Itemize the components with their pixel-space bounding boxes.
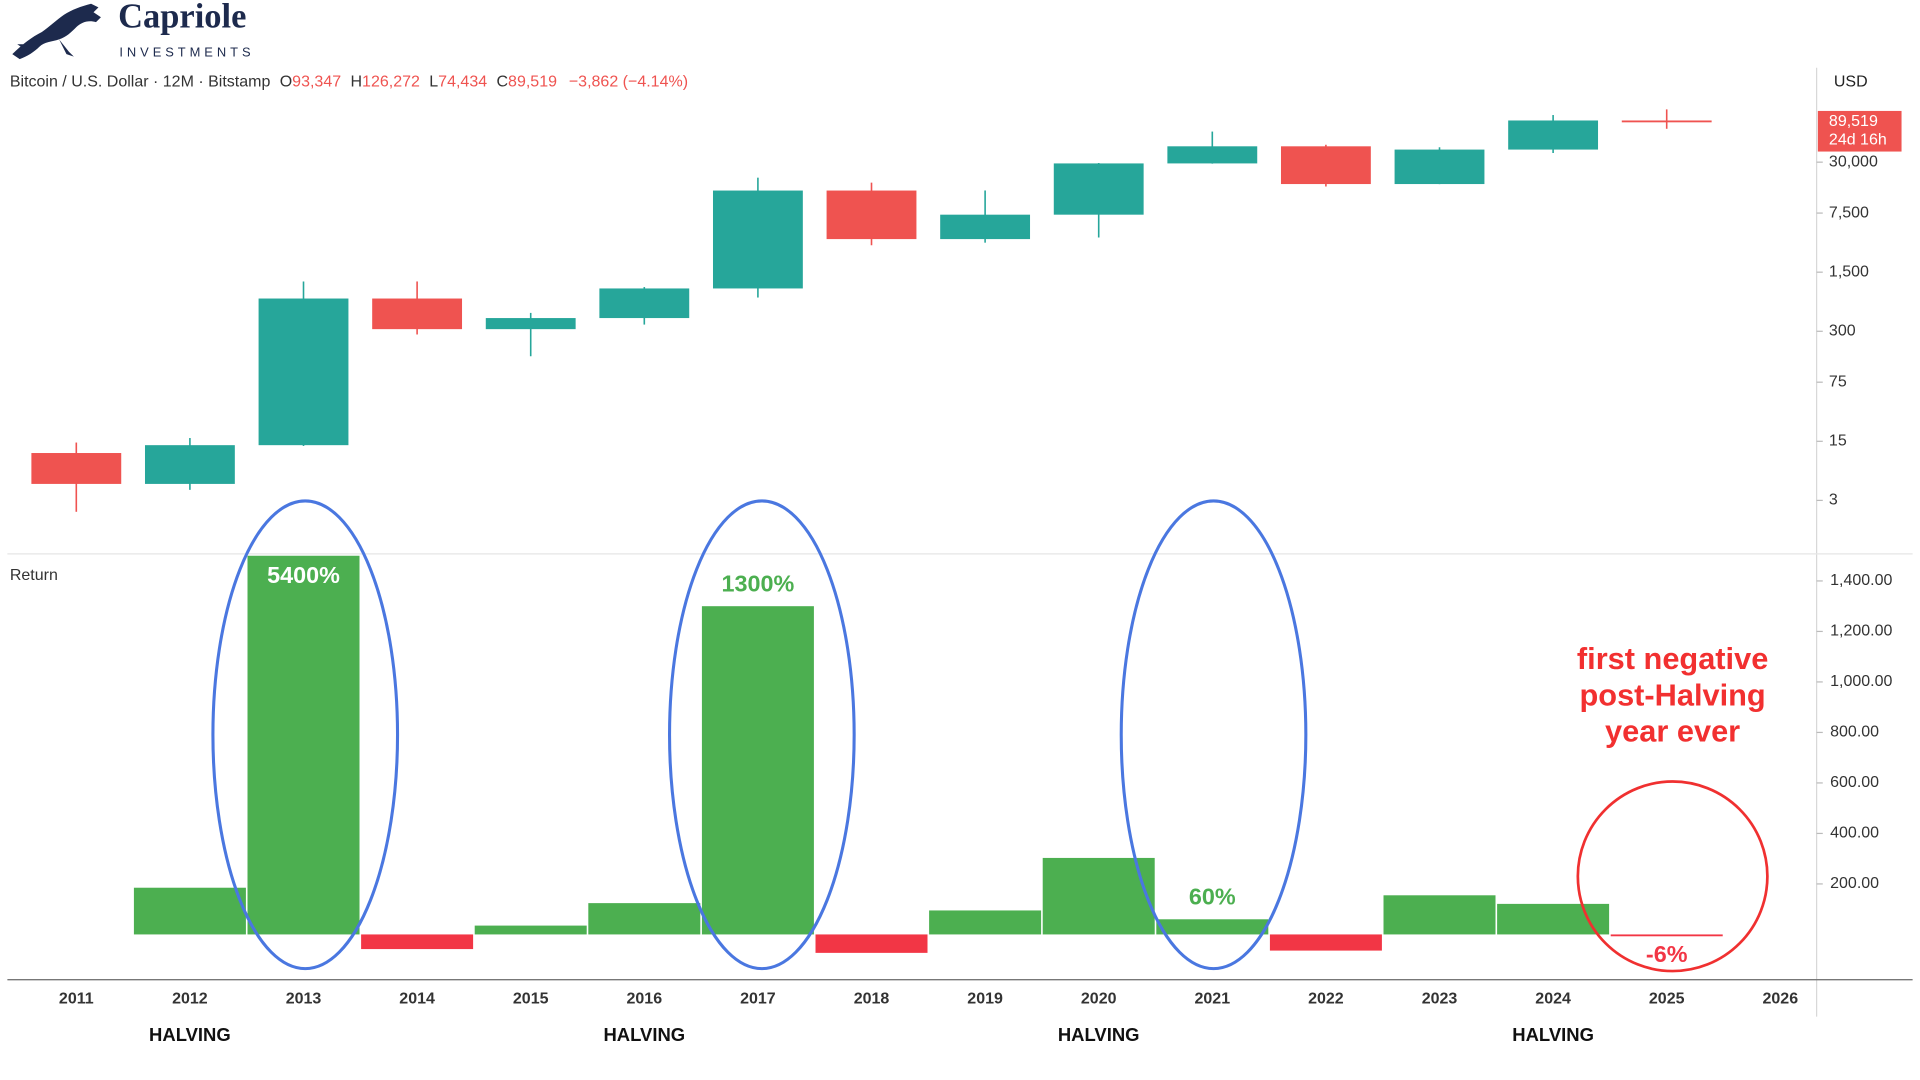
halving-label: HALVING [1512,1024,1594,1045]
x-tick-label: 2011 [59,991,94,1008]
x-tick-label: 2021 [1195,991,1231,1008]
halving-label: HALVING [149,1024,231,1045]
y-tick-label: 400.00 [1830,825,1879,842]
y-tick-label: 600.00 [1830,774,1879,791]
pane-label: Return [10,567,58,584]
y-tick-label: 1,500 [1829,263,1869,280]
ohlc-value: 89,519 [508,74,557,91]
y-tick-label: 200.00 [1830,875,1879,892]
return-pane [133,555,1723,953]
highlight-ellipse [211,499,400,971]
bar [1042,857,1155,935]
y-tick-label: 1,200.00 [1830,623,1892,640]
bar [1610,934,1723,937]
y-tick-label: 7,500 [1829,204,1869,221]
annotation-text: first negative [1577,641,1768,676]
y-tick-label: 300 [1829,323,1856,340]
halving-label: HALVING [603,1024,685,1045]
x-tick-label: 2017 [740,991,776,1008]
annotation-shapes [211,499,1769,973]
candle-body [1280,146,1371,185]
x-tick-label: 2018 [854,991,890,1008]
x-tick-label: 2019 [967,991,1003,1008]
ohlc-value: 93,347 [292,74,341,91]
logo-name: Capriole [118,0,246,36]
candle-body [1053,163,1144,215]
bar [1497,903,1610,935]
candle-body [712,190,803,289]
candlestick-pane: 3 15 75 300 1,500 7,500 30,000 89,519 24d 16h [31,109,1902,512]
bar [361,934,474,950]
x-tick-label: 2025 [1649,991,1685,1008]
bar [588,903,701,935]
y-tick-label: 75 [1829,373,1847,390]
candle-body [826,190,917,240]
overlay: 200.00 400.00 600.00 800.00 1,000.00 1,200.00… [59,562,1893,1045]
ohlc-key: H [351,74,363,91]
bar [815,934,928,953]
candle-body [1394,149,1485,185]
halving-label: HALVING [1058,1024,1140,1045]
currency: USD [1834,74,1868,91]
highlight-circle [1576,780,1769,973]
bar [474,925,587,935]
bar [1269,934,1382,951]
symbol-info: Bitcoin / U.S. Dollar · 12M · Bitstamp O… [10,74,688,91]
last-price-box [1817,110,1902,152]
ohlc-key: O [280,74,292,91]
bar [1156,919,1269,935]
x-tick-label: 2013 [286,991,322,1008]
annotation-text: year ever [1605,714,1740,749]
candle-body [31,453,122,484]
x-tick-label: 2026 [1763,991,1799,1008]
candle-body [372,298,463,330]
ohlc-value: 126,272 [362,74,420,91]
y-tick-label: 30,000 [1829,153,1878,170]
annotation-text: post-Halving [1580,677,1766,712]
candle-body [485,318,576,330]
last-price-label: 89,519 [1829,113,1878,130]
x-tick-label: 2012 [172,991,208,1008]
x-tick-label: 2016 [627,991,663,1008]
candle-body [1167,146,1258,164]
logo-sub: INVESTMENTS [119,44,254,59]
value-label: -6% [1646,941,1688,967]
ohlc-key: C [497,74,509,91]
y-tick-label: 800.00 [1830,724,1879,741]
candle-body [144,445,235,484]
candle-body [1508,120,1599,150]
x-tick-label: 2024 [1535,991,1571,1008]
y-tick-label: 1,400.00 [1830,572,1892,589]
bar [929,910,1042,935]
candle-body [940,214,1031,240]
logo-horse [12,3,101,60]
bar [247,555,360,935]
x-tick-label: 2015 [513,991,549,1008]
y-tick-label: 3 [1829,492,1838,509]
logo: Capriole INVESTMENTS [12,0,254,60]
x-tick-label: 2023 [1422,991,1458,1008]
candle-body [1621,120,1712,123]
candle-body [258,298,349,446]
value-label: 5400% [267,562,340,588]
change: −3,862 (−4.14%) [569,74,688,91]
highlight-ellipse [1119,499,1308,971]
bar [1383,895,1496,935]
bar [133,887,246,935]
value-label: 60% [1189,884,1236,910]
y-tick-label: 15 [1829,433,1847,450]
x-tick-label: 2020 [1081,991,1117,1008]
countdown: 24d 16h [1829,132,1887,149]
ohlc-key: L [429,74,438,91]
candle-body [599,288,690,319]
ohlc-value: 74,434 [438,74,487,91]
x-tick-label: 2022 [1308,991,1344,1008]
x-tick-label: 2014 [399,991,435,1008]
y-tick-label: 1,000.00 [1830,673,1892,690]
highlight-ellipse [668,499,856,971]
value-label: 1300% [722,570,795,596]
bar [701,606,814,935]
symbol: Bitcoin / U.S. Dollar · 12M · Bitstamp [10,74,271,91]
